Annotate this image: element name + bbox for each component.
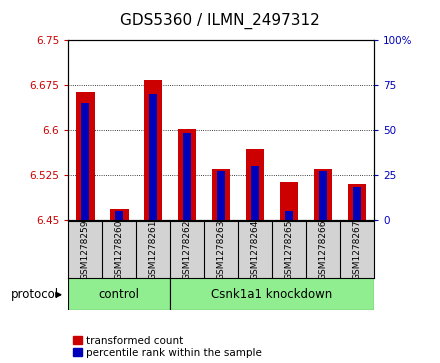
Legend: transformed count, percentile rank within the sample: transformed count, percentile rank withi… [73,336,262,358]
Bar [76,92,95,220]
Text: GSM1278260: GSM1278260 [115,219,124,280]
Text: GDS5360 / ILMN_2497312: GDS5360 / ILMN_2497312 [120,13,320,29]
Bar [285,211,293,220]
Bar [212,169,231,220]
Text: control: control [99,288,139,301]
Text: GSM1278266: GSM1278266 [319,219,327,280]
Bar [110,209,128,220]
Bar [246,149,264,220]
Text: GSM1278264: GSM1278264 [250,219,260,280]
Text: GSM1278259: GSM1278259 [81,219,90,280]
Bar [81,103,89,220]
Bar [353,187,361,220]
FancyBboxPatch shape [170,278,374,310]
Text: GSM1278265: GSM1278265 [285,219,293,280]
Bar [314,169,332,220]
Bar [144,80,162,220]
Bar [217,171,225,220]
Text: GSM1278267: GSM1278267 [352,219,362,280]
Bar [280,182,298,220]
Text: GSM1278261: GSM1278261 [149,219,158,280]
Bar [348,184,367,220]
Bar [251,166,259,220]
FancyBboxPatch shape [68,278,170,310]
Bar [183,133,191,220]
Bar [115,211,123,220]
Bar [319,171,327,220]
Text: Csnk1a1 knockdown: Csnk1a1 knockdown [212,288,333,301]
Text: GSM1278262: GSM1278262 [183,219,192,280]
Text: protocol: protocol [11,288,59,301]
Text: GSM1278263: GSM1278263 [216,219,226,280]
Bar [178,129,197,220]
Bar [150,94,157,220]
